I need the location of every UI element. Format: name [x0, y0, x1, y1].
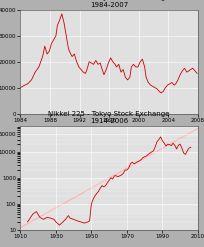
Title: Nikkei 225 - Tokyo Stock Exchange
1914-2006: Nikkei 225 - Tokyo Stock Exchange 1914-2… [49, 111, 170, 124]
Title: Nikkei 225 - Tokyo Stock Exchange
1984-2007: Nikkei 225 - Tokyo Stock Exchange 1984-2… [49, 0, 170, 8]
